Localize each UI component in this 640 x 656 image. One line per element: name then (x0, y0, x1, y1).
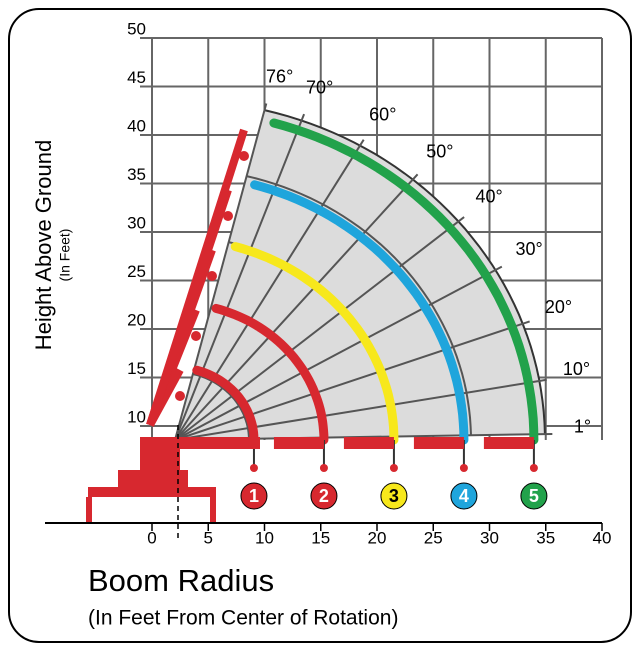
y-tick-label: 45 (127, 68, 146, 87)
x-tick-label: 40 (593, 528, 612, 547)
x-tick-label: 15 (311, 528, 330, 547)
y-axis-title: Height Above Ground (31, 140, 56, 350)
section-label: 3 (389, 486, 399, 506)
angle-label: 70° (306, 78, 333, 98)
boom-horizontal (344, 437, 394, 449)
y-tick-label: 40 (127, 116, 146, 135)
angle-label: 10° (563, 359, 590, 379)
section-label: 2 (319, 486, 329, 506)
boom-hook (191, 331, 201, 341)
x-axis-title: Boom Radius (88, 563, 274, 598)
y-axis-subtitle: (In Feet) (57, 229, 73, 282)
outrigger-leg (86, 497, 92, 522)
x-tick-label: 0 (147, 528, 156, 547)
y-tick-label: 10 (127, 407, 146, 426)
hook (320, 464, 328, 472)
x-axis-subtitle: (In Feet From Center of Rotation) (88, 607, 398, 630)
y-tick-label: 25 (127, 262, 146, 281)
boom-hook (223, 211, 233, 221)
chart: 0510152025303540101520253035404550 76°70… (0, 0, 640, 651)
hook (250, 464, 258, 472)
boom-hook (239, 151, 249, 161)
x-tick-label: 25 (424, 528, 443, 547)
section-label: 5 (529, 486, 539, 506)
y-tick-label: 15 (127, 359, 146, 378)
angle-label: 76° (266, 66, 293, 86)
outrigger-leg (210, 497, 216, 522)
boom-horizontal (140, 437, 260, 449)
x-tick-label: 30 (480, 528, 499, 547)
y-tick-label: 30 (127, 213, 146, 232)
x-tick-label: 10 (255, 528, 274, 547)
hook (390, 464, 398, 472)
angle-label: 20° (545, 297, 572, 317)
angle-label: 1° (574, 416, 591, 436)
boom-horizontal (414, 437, 464, 449)
angle-label: 50° (426, 141, 453, 161)
y-tick-label: 50 (127, 19, 146, 38)
angle-label: 60° (369, 105, 396, 125)
hook (530, 464, 538, 472)
x-tick-label: 35 (536, 528, 555, 547)
hook (460, 464, 468, 472)
section-label: 1 (249, 486, 259, 506)
section-label: 4 (459, 486, 469, 506)
angle-label: 40° (475, 187, 502, 207)
boom-horizontal (484, 437, 534, 449)
y-tick-label: 20 (127, 310, 146, 329)
x-tick-label: 5 (204, 528, 213, 547)
y-tick-label: 35 (127, 165, 146, 184)
angle-label: 30° (515, 239, 542, 259)
boom-hook (175, 391, 185, 401)
boom-horizontal (274, 437, 324, 449)
x-tick-label: 20 (368, 528, 387, 547)
boom-hook (207, 271, 217, 281)
